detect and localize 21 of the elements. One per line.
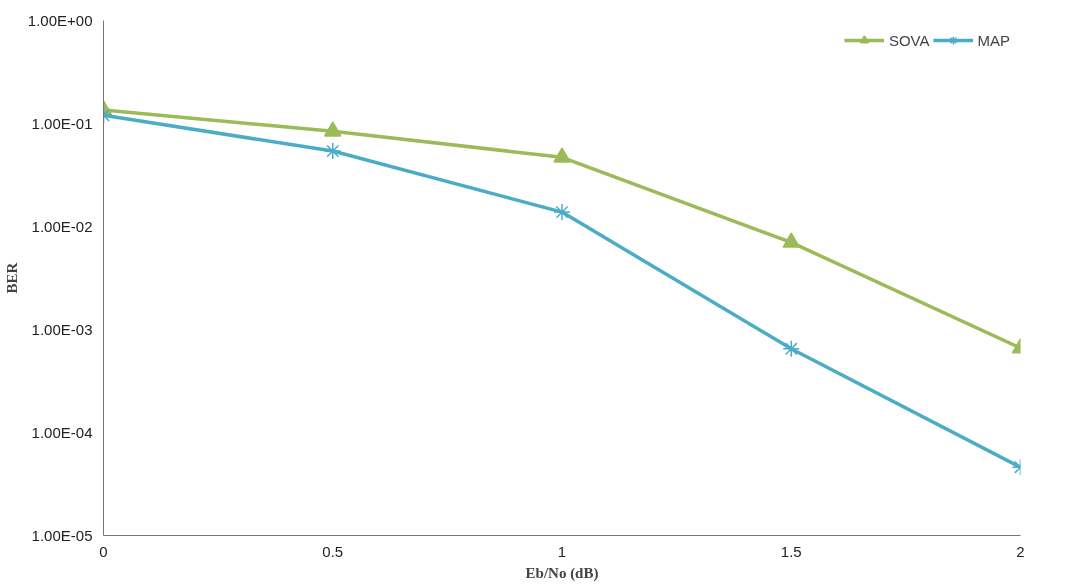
- x-axis-title: Eb/No (dB): [525, 564, 599, 582]
- y-tick-label: 1.00E-05: [31, 527, 93, 544]
- x-tick-label: 1: [557, 542, 567, 560]
- x-tick-label: 1.5: [780, 542, 802, 560]
- y-tick-label: 1.00E-01: [31, 115, 93, 132]
- x-tick-label: 0: [99, 542, 108, 560]
- point: [324, 121, 342, 137]
- legend-label: SOVA: [888, 31, 930, 49]
- x-tick-label: 0.5: [322, 542, 344, 560]
- legend-label: MAP: [977, 31, 1010, 49]
- point: [553, 147, 571, 163]
- y-tick-label: 1.00E-03: [31, 321, 93, 338]
- y-tick-label: 1.00E-04: [31, 424, 93, 441]
- point: [782, 232, 800, 248]
- point: [782, 340, 800, 358]
- y-tick-label: 1.00E+00: [27, 12, 93, 29]
- x-tick-label: 2: [1016, 542, 1025, 560]
- y-tick-label: 1.00E-02: [31, 218, 93, 235]
- point: [553, 203, 571, 221]
- y-axis-title: BER: [3, 262, 20, 294]
- point: [324, 142, 342, 160]
